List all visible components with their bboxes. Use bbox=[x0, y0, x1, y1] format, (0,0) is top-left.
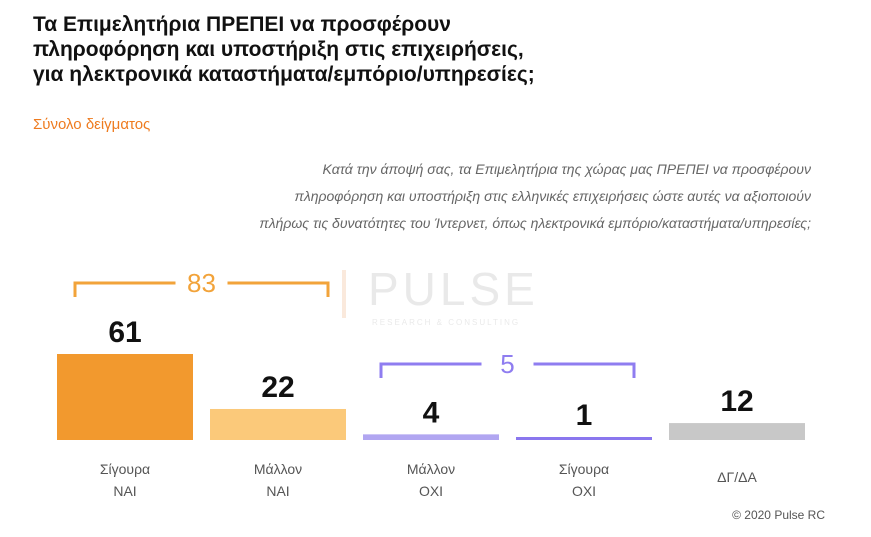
chart-subtitle: Σύνολο δείγματος bbox=[33, 116, 151, 133]
category-label-3-1: ΟΧΙ bbox=[572, 483, 596, 499]
pulse-watermark: PULSE RESEARCH & CONSULTING bbox=[342, 262, 552, 332]
category-label-1-0: Μάλλον bbox=[254, 461, 302, 477]
group-bracket-0 bbox=[73, 281, 330, 297]
survey-question: Κατά την άποψή σας, τα Επιμελητήρια της … bbox=[51, 156, 811, 237]
pulse-logo-mark bbox=[342, 270, 360, 318]
group-total-label-1: 5 bbox=[500, 349, 514, 379]
title-line-2: πληροφόρηση και υποστήριξη στις επιχειρή… bbox=[33, 38, 524, 61]
category-label-4-0: ΔΓ/ΔΑ bbox=[717, 469, 757, 485]
question-line-2: πληροφόρηση και υποστήριξη στις ελληνικέ… bbox=[294, 188, 811, 204]
value-label-1: 22 bbox=[261, 371, 294, 404]
category-label-2-1: ΟΧΙ bbox=[419, 483, 443, 499]
bar-2 bbox=[363, 434, 499, 440]
category-label-0-0: Σίγουρα bbox=[100, 461, 150, 477]
value-label-0: 61 bbox=[108, 316, 141, 349]
value-label-4: 12 bbox=[720, 385, 753, 418]
title-line-1: Τα Επιμελητήρια ΠΡΕΠΕΙ να προσφέρουν bbox=[33, 13, 451, 36]
copyright-notice: © 2020 Pulse RC bbox=[732, 508, 825, 522]
watermark-text: PULSE bbox=[368, 263, 539, 315]
chart-title: Τα Επιμελητήρια ΠΡΕΠΕΙ να προσφέρουν πλη… bbox=[33, 12, 813, 87]
watermark-subtext: RESEARCH & CONSULTING bbox=[372, 318, 521, 327]
title-line-3: για ηλεκτρονικά καταστήματα/εμπόριο/υπηρ… bbox=[33, 63, 535, 86]
bar-1 bbox=[210, 408, 346, 440]
category-label-2-0: Μάλλον bbox=[407, 461, 455, 477]
category-label-3-0: Σίγουρα bbox=[559, 461, 609, 477]
bar-3 bbox=[516, 437, 652, 440]
group-total-label-0: 83 bbox=[187, 268, 216, 298]
question-line-1: Κατά την άποψή σας, τα Επιμελητήρια της … bbox=[322, 161, 811, 177]
question-line-3: πλήρως τις δυνατότητες του Ίντερνετ, όπω… bbox=[259, 215, 811, 231]
category-label-0-1: ΝΑΙ bbox=[113, 483, 136, 499]
category-label-1-1: ΝΑΙ bbox=[266, 483, 289, 499]
group-bracket-1 bbox=[379, 362, 636, 378]
value-label-3: 1 bbox=[576, 399, 593, 432]
bar-0 bbox=[57, 354, 193, 440]
bar-4 bbox=[669, 423, 805, 440]
value-label-2: 4 bbox=[423, 396, 440, 429]
